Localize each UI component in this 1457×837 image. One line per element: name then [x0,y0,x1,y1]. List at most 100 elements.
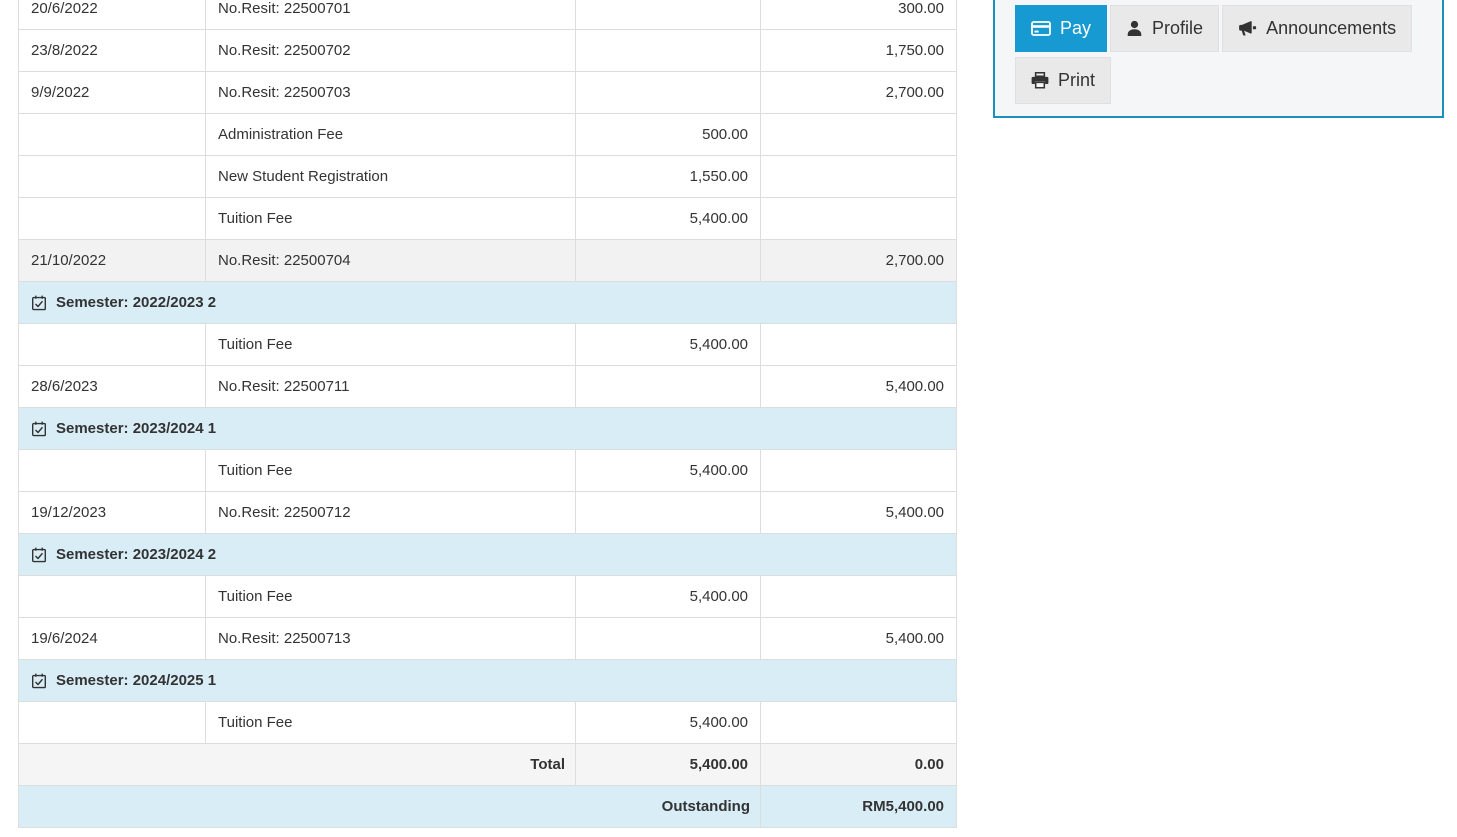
paid-amount-cell: 5,400.00 [760,491,957,534]
total-row: Total 5,400.00 0.00 [18,743,957,786]
paid-amount-cell: 5,400.00 [760,365,957,408]
pay-button[interactable]: Pay [1015,5,1108,52]
description-cell: No.Resit: 22500713 [205,617,576,660]
statement-row: 9/9/2022 No.Resit: 22500703 2,700.00 [18,71,957,114]
date-cell: 21/10/2022 [18,239,206,282]
calendar-check-icon [31,421,47,437]
calendar-check-icon [31,547,47,563]
paid-amount-cell [760,701,957,744]
statement-row: Tuition Fee 5,400.00 [18,575,957,618]
paid-amount-cell: 2,700.00 [760,239,957,282]
statement-row: 23/8/2022 No.Resit: 22500702 1,750.00 [18,29,957,72]
charge-amount-cell: 5,400.00 [575,575,761,618]
outstanding-label: Outstanding [18,785,761,828]
charge-amount-cell: 5,400.00 [575,197,761,240]
print-button-label: Print [1058,70,1096,90]
statement-row: Tuition Fee 5,400.00 [18,323,957,366]
statement-row: Tuition Fee 5,400.00 [18,197,957,240]
paid-amount-cell: 5,400.00 [760,617,957,660]
total-charge-amount: 5,400.00 [575,743,761,786]
profile-button-label: Profile [1152,18,1204,38]
description-cell: New Student Registration [205,155,576,198]
outstanding-row: Outstanding RM5,400.00 [18,785,957,828]
description-cell: Tuition Fee [205,449,576,492]
pay-button-label: Pay [1060,18,1092,38]
charge-amount-cell: 5,400.00 [575,323,761,366]
semester-header-row: Semester: 2023/2024 1 [18,407,957,450]
statement-row: 19/6/2024 No.Resit: 22500713 5,400.00 [18,617,957,660]
semester-label: Semester: 2024/2025 1 [56,672,217,689]
paid-amount-cell [760,197,957,240]
date-cell: 23/8/2022 [18,29,206,72]
date-cell [18,323,206,366]
date-cell [18,197,206,240]
charge-amount-cell [575,617,761,660]
description-cell: No.Resit: 22500702 [205,29,576,72]
description-cell: Tuition Fee [205,701,576,744]
date-cell: 19/6/2024 [18,617,206,660]
semester-header-row: Semester: 2023/2024 2 [18,533,957,576]
description-cell: Tuition Fee [205,575,576,618]
fee-statement-table: 20/6/2022 No.Resit: 22500701 300.00 23/8… [18,0,957,828]
announcements-button[interactable]: Announcements [1222,5,1413,52]
description-cell: No.Resit: 22500711 [205,365,576,408]
date-cell [18,701,206,744]
announcements-button-label: Announcements [1266,18,1397,38]
semester-header-row: Semester: 2022/2023 2 [18,281,957,324]
charge-amount-cell: 5,400.00 [575,701,761,744]
date-cell: 9/9/2022 [18,71,206,114]
date-cell [18,575,206,618]
user-icon [1126,20,1143,37]
date-cell [18,449,206,492]
charge-amount-cell [575,491,761,534]
description-cell: No.Resit: 22500704 [205,239,576,282]
charge-amount-cell: 5,400.00 [575,449,761,492]
paid-amount-cell [760,323,957,366]
credit-card-icon [1031,20,1051,37]
action-panel: Pay Profile Announcements Print [993,0,1444,118]
paid-amount-cell [760,113,957,156]
paid-amount-cell [760,575,957,618]
date-cell: 28/6/2023 [18,365,206,408]
description-cell: Tuition Fee [205,197,576,240]
calendar-check-icon [31,295,47,311]
statement-row: New Student Registration 1,550.00 [18,155,957,198]
paid-amount-cell [760,155,957,198]
print-button[interactable]: Print [1015,57,1112,104]
statement-summary: Total 5,400.00 0.00 Outstanding RM5,400.… [18,743,957,828]
charge-amount-cell [575,0,761,30]
statement-row: Tuition Fee 5,400.00 [18,449,957,492]
total-paid-amount: 0.00 [760,743,957,786]
total-label: Total [18,743,576,786]
description-cell: Tuition Fee [205,323,576,366]
calendar-check-icon [31,673,47,689]
date-cell: 19/12/2023 [18,491,206,534]
description-cell: No.Resit: 22500712 [205,491,576,534]
charge-amount-cell [575,239,761,282]
description-cell: Administration Fee [205,113,576,156]
semester-header-row: Semester: 2024/2025 1 [18,659,957,702]
statement-row: 21/10/2022 No.Resit: 22500704 2,700.00 [18,239,957,282]
date-cell [18,113,206,156]
fee-statement-section: 20/6/2022 No.Resit: 22500701 300.00 23/8… [18,0,957,828]
description-cell: No.Resit: 22500703 [205,71,576,114]
statement-rows: 20/6/2022 No.Resit: 22500701 300.00 23/8… [18,0,957,744]
bullhorn-icon [1238,20,1257,37]
charge-amount-cell [575,29,761,72]
paid-amount-cell: 1,750.00 [760,29,957,72]
charge-amount-cell: 500.00 [575,113,761,156]
semester-label: Semester: 2023/2024 1 [56,420,217,437]
paid-amount-cell [760,449,957,492]
statement-row: 28/6/2023 No.Resit: 22500711 5,400.00 [18,365,957,408]
statement-row: 20/6/2022 No.Resit: 22500701 300.00 [18,0,957,30]
charge-amount-cell [575,365,761,408]
paid-amount-cell: 2,700.00 [760,71,957,114]
statement-row: Tuition Fee 5,400.00 [18,701,957,744]
semester-label: Semester: 2022/2023 2 [56,294,217,311]
statement-row: 19/12/2023 No.Resit: 22500712 5,400.00 [18,491,957,534]
profile-button[interactable]: Profile [1110,5,1220,52]
date-cell: 20/6/2022 [18,0,206,30]
date-cell [18,155,206,198]
charge-amount-cell: 1,550.00 [575,155,761,198]
